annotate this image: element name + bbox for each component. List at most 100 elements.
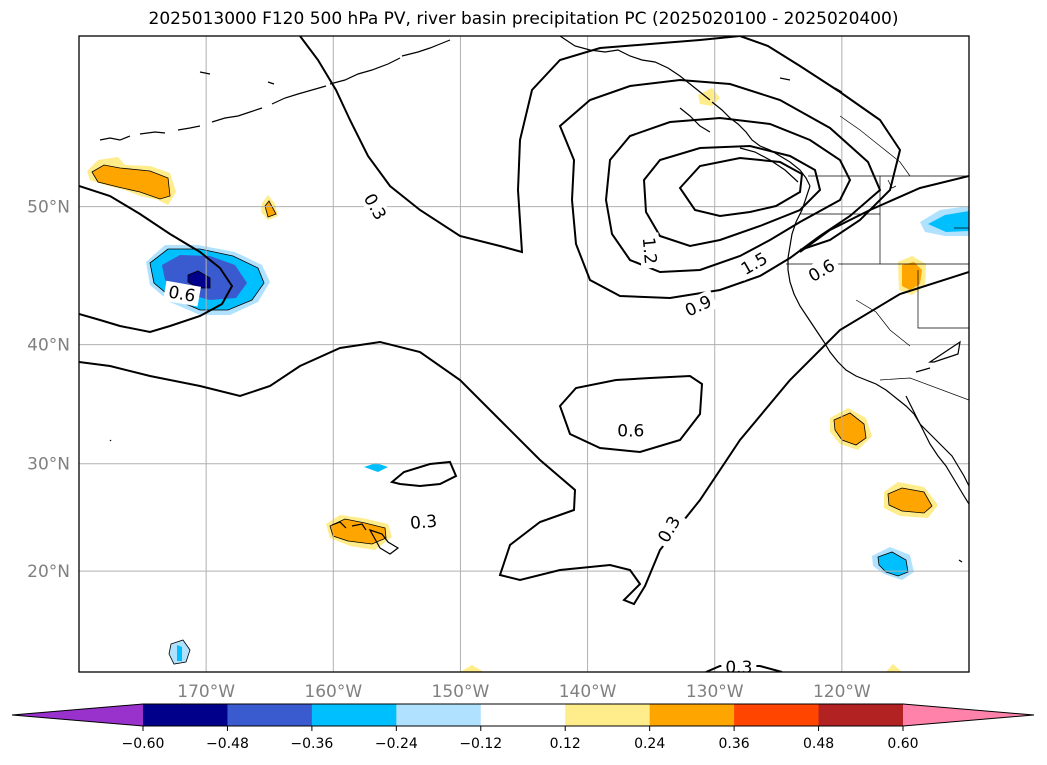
colorbar-segment (227, 704, 313, 726)
svg-text:0.3: 0.3 (409, 512, 438, 534)
coastline (905, 395, 969, 505)
colorbar-tick-label: −0.60 (122, 736, 165, 752)
positive-anomaly-patch (460, 665, 484, 672)
lon-tick-label: 120°W (813, 682, 871, 702)
contour-label: 0.6 (613, 420, 649, 442)
contour-label: 0.6 (163, 280, 201, 307)
negative-anomaly-patch (364, 463, 388, 472)
positive-anomaly-patch (265, 201, 276, 217)
lat-tick-label: 20°N (27, 562, 70, 582)
border (887, 179, 897, 189)
pv-contour-1.5 (678, 156, 804, 218)
colorbar-tick-label: −0.48 (206, 736, 249, 752)
lon-tick-label: 130°W (686, 682, 744, 702)
lon-tick-label: 160°W (304, 682, 362, 702)
lat-tick-label: 40°N (27, 336, 70, 356)
anomaly-outline (833, 412, 867, 446)
precip-anomaly-shading (87, 88, 969, 672)
colorbar-segment (396, 704, 482, 726)
contour-label: 0.3 (721, 657, 757, 678)
lat-tick-label: 50°N (27, 198, 70, 218)
colorbar-segment (734, 704, 820, 726)
coastline (177, 125, 201, 131)
coastline (109, 439, 112, 442)
pv-contour-0.6-north (558, 78, 882, 300)
map-title: 2025013000 F120 500 hPa PV, river basin … (148, 9, 899, 29)
coastline (211, 107, 263, 123)
coastline (331, 521, 347, 529)
colorbar: −0.60 −0.48 −0.36 −0.24 −0.12 0.12 0.24 0.36 0.4… (11, 703, 1035, 752)
colorbar-tick-label: 0.36 (719, 736, 750, 752)
pv-contour-0.3-small (389, 460, 458, 488)
colorbar-segment (818, 704, 904, 726)
coastline (368, 528, 400, 555)
pv-contours (79, 36, 969, 672)
negative-anomaly-patch (878, 552, 908, 576)
colorbar-extend-low (12, 704, 143, 726)
anomaly-outline (264, 200, 277, 218)
coastline (99, 135, 131, 141)
colorbar-tick-label: 0.48 (803, 736, 834, 752)
positive-anomaly-patch (92, 165, 170, 199)
coastline (779, 77, 791, 81)
anomaly-outline (887, 487, 933, 514)
coastline (928, 340, 961, 363)
colorbar-tick-label: −0.36 (290, 736, 333, 752)
colorbar-tick-label: −0.24 (375, 736, 418, 752)
pv-contour-0.3-south (79, 271, 969, 606)
border (839, 115, 911, 177)
colorbar-extend-high (903, 704, 1034, 726)
border (917, 270, 969, 329)
coastline (958, 559, 963, 563)
coastline (267, 81, 275, 85)
lon-tick-label: 150°W (432, 682, 490, 702)
map-background (79, 36, 969, 672)
pv-contour-0.6-central (558, 374, 704, 454)
negative-anomaly-patch (177, 645, 182, 661)
pv-contour-0.6-east (799, 175, 969, 253)
map-frame (78, 35, 970, 673)
negative-anomaly-patch (928, 211, 969, 232)
border (855, 299, 911, 347)
lon-tick-label: 170°W (177, 682, 235, 702)
lat-tick-label: 30°N (27, 455, 70, 475)
map-gridlines (79, 36, 969, 672)
coastline (711, 101, 811, 187)
lon-tick-label: 140°W (559, 682, 617, 702)
svg-text:0.6: 0.6 (617, 422, 644, 442)
coastline (401, 39, 451, 57)
anomaly-outline (877, 551, 909, 577)
pv-contour-0.3-north (299, 36, 741, 254)
positive-anomaly-patch (886, 664, 902, 672)
coastline (139, 131, 166, 135)
coastline (787, 185, 969, 487)
coastline (271, 85, 327, 105)
pv-contour-0.6-west (79, 185, 234, 334)
colorbar-tick-label: 0.60 (887, 736, 918, 752)
colorbar-segment (649, 704, 735, 726)
svg-text:0.6: 0.6 (167, 282, 197, 306)
coastline (199, 71, 211, 75)
contour-label: 1.2 (638, 232, 662, 269)
pv-contour-0.9 (604, 116, 852, 274)
anomaly-outline (91, 164, 171, 200)
colorbar-segment (480, 704, 566, 726)
anomaly-outline (187, 270, 211, 289)
pv-contour-1.2 (642, 144, 822, 248)
colorbar-tick-label: 0.24 (634, 736, 665, 752)
coastline (351, 523, 367, 531)
coastline (329, 57, 401, 85)
map-axis-labels: 170°W 160°W 150°W 140°W 130°W 120°W 50°N 40°N 30… (27, 198, 871, 702)
svg-text:0.3: 0.3 (725, 658, 752, 678)
contour-label: 0.3 (405, 510, 442, 534)
colorbar-segment (565, 704, 651, 726)
border (879, 377, 969, 401)
positive-anomaly-patch (888, 488, 932, 513)
anomaly-outline (168, 639, 191, 665)
svg-text:1.2: 1.2 (638, 236, 660, 265)
pv-contour-0.3-east (739, 36, 902, 251)
colorbar-segment (143, 704, 228, 726)
colorbar-segment (311, 704, 397, 726)
anomaly-outline (329, 518, 387, 545)
